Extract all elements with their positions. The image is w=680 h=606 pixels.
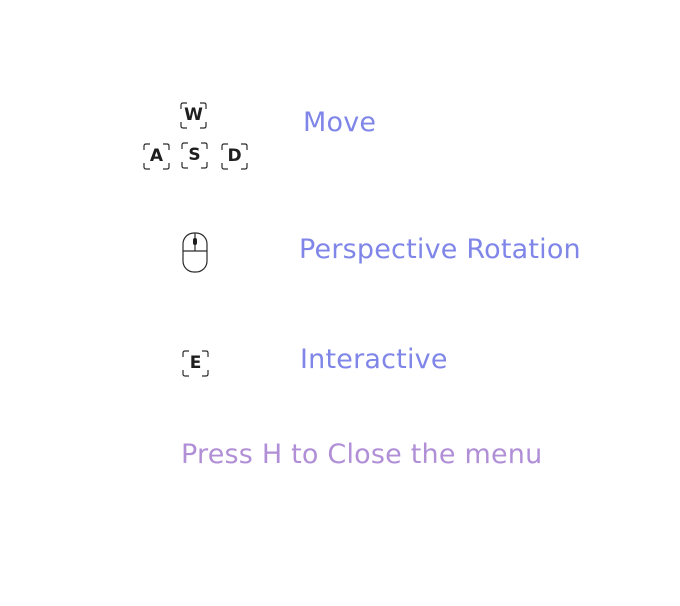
mouse-icon (182, 232, 208, 273)
rotation-label: Perspective Rotation (299, 234, 581, 265)
move-label: Move (303, 107, 377, 138)
key-d-label: D (227, 146, 242, 166)
interactive-label: Interactive (300, 344, 448, 375)
key-d: D (221, 143, 248, 170)
key-a-label: A (149, 146, 164, 166)
key-frame (180, 102, 207, 129)
key-frame (182, 350, 209, 377)
key-w-label: W (184, 105, 203, 125)
key-s: S (181, 142, 208, 169)
key-e-label: E (189, 353, 202, 373)
key-e: E (182, 350, 209, 377)
close-menu-hint: Press H to Close the menu (181, 439, 543, 470)
key-s-label: S (188, 145, 201, 165)
key-frame (181, 142, 208, 169)
key-frame (221, 143, 248, 170)
key-w: W (180, 102, 207, 129)
key-frame (143, 143, 170, 170)
key-a: A (143, 143, 170, 170)
